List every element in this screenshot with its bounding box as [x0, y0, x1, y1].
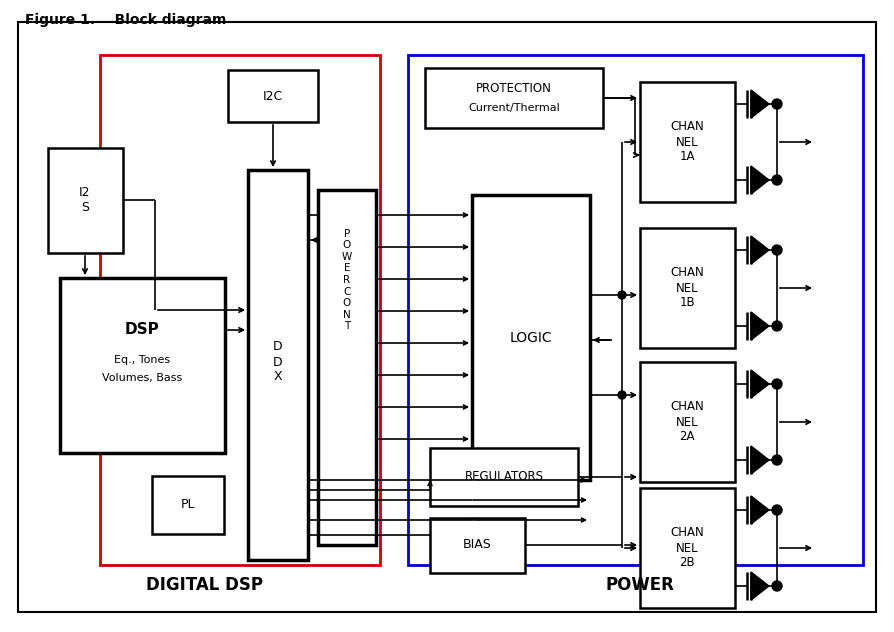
Text: CHAN
NEL
1A: CHAN NEL 1A — [670, 121, 703, 164]
Bar — [100, 55, 380, 565]
Polygon shape — [750, 312, 768, 340]
Text: CHAN
NEL
2B: CHAN NEL 2B — [670, 526, 703, 569]
Text: I2
S: I2 S — [80, 186, 90, 214]
Text: Volumes, Bass: Volumes, Bass — [102, 373, 181, 383]
Text: CHAN
NEL
2A: CHAN NEL 2A — [670, 401, 703, 444]
Text: Figure 1.    Block diagram: Figure 1. Block diagram — [25, 13, 226, 27]
Bar — [639, 362, 734, 482]
Circle shape — [772, 505, 781, 515]
Circle shape — [772, 175, 781, 185]
Bar — [429, 448, 578, 506]
Polygon shape — [750, 496, 768, 524]
Circle shape — [772, 455, 781, 465]
Bar — [317, 190, 375, 545]
Polygon shape — [750, 572, 768, 600]
Circle shape — [618, 291, 625, 299]
Text: POWER: POWER — [605, 576, 674, 594]
Polygon shape — [750, 236, 768, 264]
Text: PL: PL — [181, 499, 195, 511]
Circle shape — [772, 379, 781, 389]
Bar — [639, 228, 734, 348]
Text: I2C: I2C — [263, 90, 283, 102]
Circle shape — [618, 391, 625, 399]
Text: LOGIC: LOGIC — [509, 331, 552, 345]
Text: D
D
X: D D X — [273, 341, 283, 384]
Bar — [471, 195, 589, 480]
Text: CHAN
NEL
1B: CHAN NEL 1B — [670, 267, 703, 310]
Bar — [408, 55, 862, 565]
Polygon shape — [750, 446, 768, 474]
Bar — [48, 148, 122, 253]
Text: DSP: DSP — [124, 322, 159, 337]
Bar — [248, 170, 308, 560]
Circle shape — [772, 581, 781, 591]
Polygon shape — [750, 90, 768, 118]
Text: DIGITAL DSP: DIGITAL DSP — [147, 576, 263, 594]
Bar — [152, 476, 224, 534]
Bar — [639, 488, 734, 608]
Text: PROTECTION: PROTECTION — [476, 82, 552, 95]
Circle shape — [772, 321, 781, 331]
Text: REGULATORS: REGULATORS — [464, 470, 543, 483]
Polygon shape — [750, 370, 768, 398]
Text: BIAS: BIAS — [462, 538, 491, 552]
Bar — [429, 518, 525, 573]
Circle shape — [772, 245, 781, 255]
Bar — [60, 278, 224, 453]
Bar — [228, 70, 317, 122]
Text: Current/Thermal: Current/Thermal — [468, 103, 560, 113]
Bar — [425, 68, 603, 128]
Text: Eq., Tones: Eq., Tones — [114, 355, 170, 365]
Bar — [639, 82, 734, 202]
Text: P
O
W
E
R
C
O
N
T: P O W E R C O N T — [342, 229, 351, 331]
Polygon shape — [750, 166, 768, 194]
Circle shape — [772, 99, 781, 109]
